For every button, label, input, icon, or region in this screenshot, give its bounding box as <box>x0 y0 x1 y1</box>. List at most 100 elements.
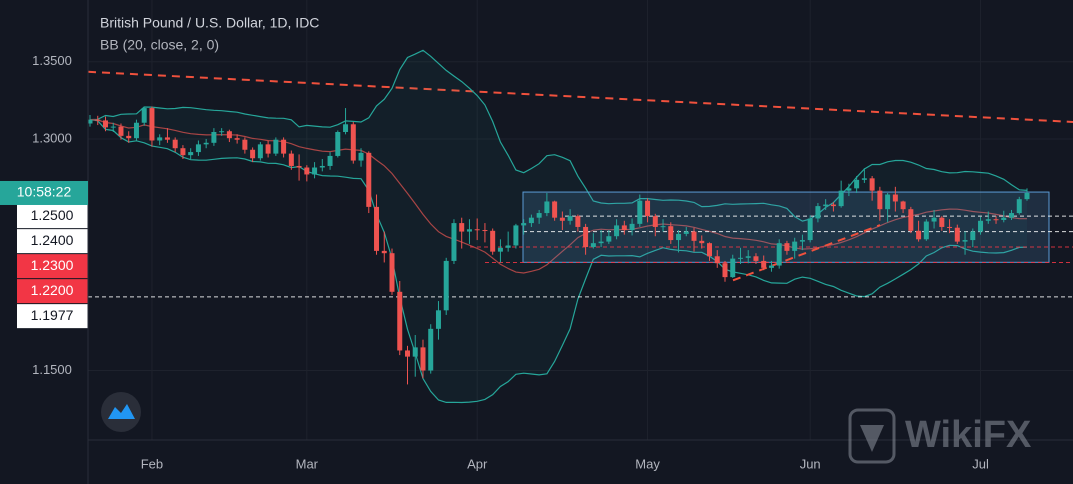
candle-body <box>141 108 147 123</box>
candle-body <box>459 223 465 232</box>
candle-body <box>652 216 658 227</box>
level-label: 1.2400 <box>31 232 74 248</box>
candle-body <box>799 240 805 242</box>
level-label: 1.2300 <box>31 257 74 273</box>
candle-body <box>792 241 798 251</box>
candle-body <box>1001 217 1007 220</box>
candle-body <box>102 120 108 128</box>
candle-body <box>118 126 124 136</box>
level-label: 1.1977 <box>31 307 74 323</box>
candle-body <box>188 152 194 156</box>
candle-body <box>962 240 968 242</box>
candle-body <box>830 204 836 207</box>
candle-body <box>745 256 751 258</box>
candle-body <box>265 144 271 154</box>
candle-body <box>552 201 558 218</box>
candle-body <box>544 201 550 214</box>
candle-body <box>381 250 387 254</box>
candle-body <box>474 229 480 231</box>
candle-body <box>970 231 976 241</box>
candle-body <box>761 260 767 268</box>
y-tick-label: 1.3500 <box>32 53 72 68</box>
candle-body <box>1024 192 1030 200</box>
candle-body <box>954 227 960 242</box>
candle-body <box>95 119 101 121</box>
candle-body <box>296 165 302 168</box>
chart-title: British Pound / U.S. Dollar, 1D, IDC <box>100 15 319 31</box>
candle-body <box>389 253 395 292</box>
candle-body <box>861 178 867 180</box>
y-tick-label: 1.3000 <box>32 130 72 145</box>
range-box <box>522 191 1050 263</box>
candle-body <box>683 231 689 234</box>
candle-body <box>676 233 682 241</box>
candle-body <box>714 256 720 264</box>
candle-body <box>312 167 318 175</box>
candle-body <box>327 155 333 166</box>
candle-body <box>521 223 527 226</box>
candle-body <box>428 328 434 371</box>
candle-body <box>737 257 743 259</box>
candle-body <box>211 132 217 143</box>
candle-body <box>412 347 418 357</box>
candle-body <box>195 144 201 153</box>
candle-body <box>575 216 581 227</box>
candle-body <box>985 219 991 221</box>
candle-body <box>823 204 829 207</box>
bb-upper <box>89 49 1028 222</box>
candle-body <box>172 139 178 149</box>
candle-body <box>869 178 875 191</box>
candle-body <box>815 206 821 219</box>
candle-body <box>219 131 225 133</box>
candle-body <box>319 165 325 168</box>
x-tick-label: Feb <box>141 456 163 471</box>
candle-body <box>807 218 813 241</box>
level-badge <box>17 254 88 279</box>
candle-body <box>606 236 612 242</box>
candle-body <box>257 144 263 159</box>
candle-body <box>250 149 256 159</box>
candle-body <box>335 132 341 156</box>
bb-fill <box>90 50 1027 403</box>
candle-body <box>242 139 248 150</box>
candle-body <box>1016 199 1022 214</box>
logo <box>101 392 141 432</box>
candle-body <box>164 137 170 140</box>
candle-body <box>877 190 883 210</box>
candle-body <box>614 225 620 237</box>
candle-body <box>273 139 279 154</box>
x-tick-label: Jun <box>800 456 821 471</box>
candle-body <box>583 226 589 248</box>
candle-body <box>374 206 380 251</box>
candle-body <box>513 225 519 246</box>
candle-body <box>730 258 736 278</box>
candle-body <box>916 230 922 240</box>
countdown-label: 10:58:22 <box>17 184 72 200</box>
price-badge <box>0 180 88 205</box>
candle-body <box>838 190 844 207</box>
candle-body <box>420 347 426 371</box>
candle-body <box>768 265 774 268</box>
watermark-text: WikiFX <box>905 414 1032 456</box>
candle-body <box>451 223 457 261</box>
candle-body <box>559 217 565 221</box>
x-tick-label: Apr <box>467 456 488 471</box>
candle-body <box>110 126 116 128</box>
candle-body <box>1009 213 1015 218</box>
candle-body <box>288 153 294 166</box>
candle-body <box>350 124 356 161</box>
candle-body <box>126 135 132 139</box>
level-badge <box>17 279 88 304</box>
watermark: WikiFX <box>848 408 1032 464</box>
candle-body <box>753 256 759 261</box>
candle-body <box>892 194 898 202</box>
bb-basis <box>89 119 1028 274</box>
candle-body <box>645 200 651 217</box>
candle-body <box>776 243 782 266</box>
bb-lower <box>89 119 1028 404</box>
candle-body <box>203 142 209 145</box>
level-label: 1.2200 <box>31 282 74 298</box>
candle-body <box>900 201 906 210</box>
